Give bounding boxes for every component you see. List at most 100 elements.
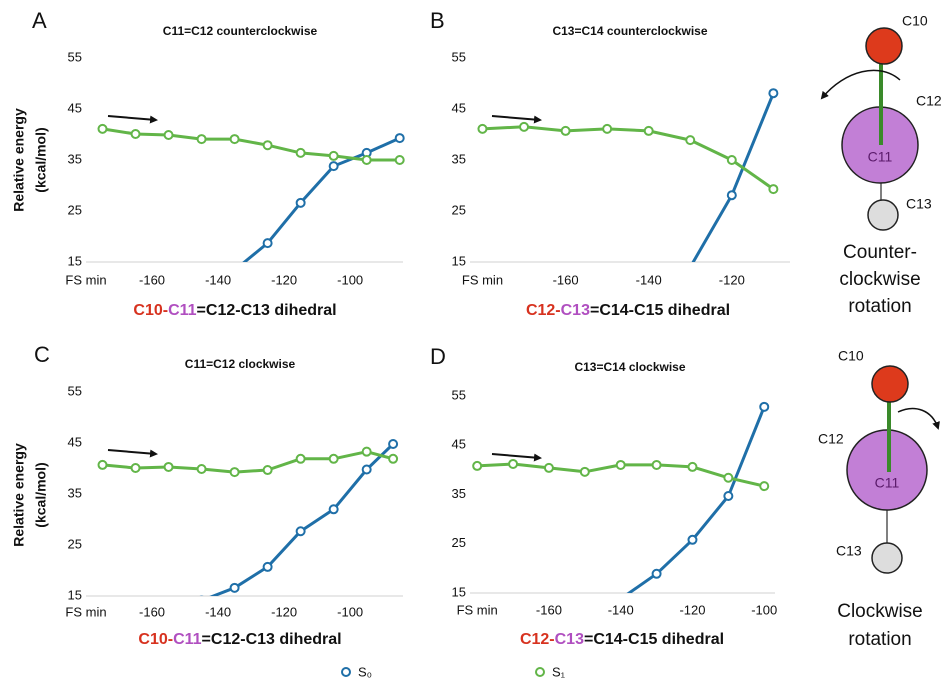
data-point: [361, 446, 372, 457]
y-axis-label: Relative energy: [11, 108, 27, 212]
data-point: [768, 184, 779, 195]
data-point: [328, 504, 339, 515]
data-point: [723, 472, 734, 483]
x-tick-label: -160: [139, 604, 165, 619]
legend-label: S₁: [552, 664, 566, 679]
x-axis-label-part: C13: [561, 302, 590, 319]
data-point: [295, 197, 306, 208]
data-point: [759, 481, 770, 492]
data-point: [723, 490, 734, 501]
atom-label: C13: [836, 543, 862, 559]
plot-area: [97, 123, 405, 274]
y-tick-label: 55: [68, 383, 82, 398]
x-axis-label-part: C10-: [133, 302, 168, 319]
caption: rotation: [848, 629, 911, 650]
panel-letter: B: [430, 8, 445, 33]
y-tick-label: 45: [452, 100, 466, 115]
data-point: [262, 561, 273, 572]
data-point: [295, 147, 306, 158]
x-tick-label: -100: [337, 604, 363, 619]
x-tick-label: -120: [719, 272, 745, 287]
series-line: [626, 406, 766, 593]
diagram-counterclockwise: C10 C12 C11 C13 Counter- clockwise rotat…: [820, 13, 942, 317]
chart-title: C11=C12 clockwise: [185, 357, 296, 371]
x-tick-label: -160: [536, 602, 562, 617]
atom-label: C11: [875, 475, 900, 491]
data-point: [579, 466, 590, 477]
x-axis-label-part: C10-: [138, 631, 173, 648]
data-point: [328, 150, 339, 161]
x-tick-label: FS min: [65, 272, 106, 287]
panel-letter: A: [32, 8, 47, 33]
atom-label: C10: [838, 348, 864, 364]
data-point: [394, 155, 405, 165]
data-point: [361, 464, 372, 475]
data-point: [231, 266, 239, 274]
data-point: [229, 467, 240, 478]
y-tick-label: 35: [68, 485, 82, 500]
panel-letter: C: [34, 342, 50, 367]
x-tick-label: -160: [139, 272, 165, 287]
plot-area: [477, 88, 779, 271]
rotation-arrow: [820, 69, 901, 100]
y-tick-label: 55: [68, 49, 82, 64]
y-axis-label: (kcal/mol): [33, 127, 49, 192]
atom-c10: [865, 27, 903, 65]
data-point: [388, 439, 399, 450]
x-tick-label: FS min: [462, 272, 503, 287]
x-tick-label: FS min: [65, 604, 106, 619]
data-point: [229, 134, 240, 145]
atom-label: C10: [902, 13, 928, 29]
legend-marker: [535, 667, 545, 677]
legend-label: S₀: [358, 664, 372, 679]
data-point: [768, 88, 779, 99]
data-point: [508, 458, 519, 469]
data-point: [615, 459, 626, 470]
atom-c10: [871, 365, 909, 403]
rotation-arrow: [897, 407, 940, 430]
data-point: [130, 462, 141, 473]
y-tick-label: 45: [68, 434, 82, 449]
x-tick-label: -140: [205, 272, 231, 287]
x-axis-label-part: =C12-C13 dihedral: [197, 302, 337, 319]
x-tick-label: -100: [751, 602, 777, 617]
atom-label: C13: [906, 196, 932, 212]
series-line: [102, 450, 394, 474]
x-tick-label: -140: [608, 602, 634, 617]
y-tick-label: 15: [452, 253, 466, 268]
data-point: [199, 595, 204, 596]
y-tick-label: 55: [452, 49, 466, 64]
y-tick-label: 55: [452, 387, 466, 402]
diagram-clockwise: C10 C12 C11 C13 Clockwise rotation: [818, 348, 940, 650]
data-point: [726, 190, 737, 201]
data-point: [262, 465, 273, 476]
data-point: [196, 134, 207, 145]
x-axis-label-part: C13: [555, 631, 584, 648]
y-tick-label: 35: [68, 151, 82, 166]
atom-label: C12: [916, 93, 942, 109]
x-tick-label: -120: [271, 272, 297, 287]
atom-c13: [871, 542, 903, 574]
data-point: [686, 263, 694, 271]
data-point: [651, 459, 662, 470]
x-axis-label-part: =C12-C13 dihedral: [202, 631, 342, 648]
atom-c13: [867, 199, 899, 231]
data-point: [519, 121, 530, 132]
y-tick-label: 25: [452, 535, 466, 550]
x-axis-label-part: C11: [173, 631, 202, 648]
x-axis-label: C10-C11=C12-C13 dihedral: [133, 302, 336, 319]
y-tick-label: 25: [68, 536, 82, 551]
y-tick-label: 25: [68, 202, 82, 217]
data-point: [560, 125, 571, 136]
x-tick-label: -160: [553, 272, 579, 287]
x-axis-label-part: C11: [168, 302, 197, 319]
plot-area: [97, 439, 399, 596]
data-point: [685, 135, 696, 146]
data-point: [130, 128, 141, 139]
y-tick-label: 15: [452, 584, 466, 599]
direction-arrow: [107, 449, 158, 458]
data-point: [687, 461, 698, 472]
y-axis-label: Relative energy: [11, 443, 27, 547]
atom-label: C12: [818, 431, 844, 447]
